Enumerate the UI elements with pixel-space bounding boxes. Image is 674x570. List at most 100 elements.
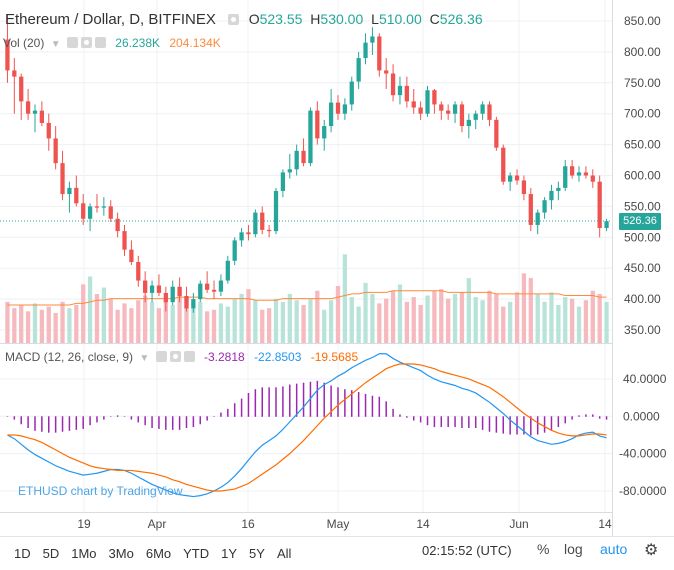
macd-eye-icon[interactable] xyxy=(155,351,167,363)
candle-body xyxy=(328,102,334,127)
candle-body xyxy=(418,107,423,114)
volume-bar xyxy=(177,287,182,343)
range-button-all[interactable]: All xyxy=(276,546,292,561)
candle-body xyxy=(19,76,24,102)
volume-bar xyxy=(5,301,10,343)
candle-body xyxy=(287,169,292,173)
range-button-ytd[interactable]: YTD xyxy=(183,546,210,561)
candle-body xyxy=(432,90,437,105)
candle-body xyxy=(425,90,430,114)
candle-body xyxy=(308,110,313,164)
macd-collapse-icon[interactable]: ▼ xyxy=(139,353,150,364)
time-tick-label: May xyxy=(327,517,350,531)
settings-gear-icon[interactable]: ⚙ xyxy=(644,542,659,559)
collapse-icon[interactable]: ▼ xyxy=(50,39,61,50)
range-button-3mo[interactable]: 3Mo xyxy=(108,546,134,561)
volume-bar xyxy=(542,301,547,343)
volume-bar xyxy=(569,298,575,343)
candle-body xyxy=(46,122,51,139)
volume-bar xyxy=(315,290,320,343)
volume-value: 26.238K xyxy=(115,36,161,50)
candle-body xyxy=(266,229,272,232)
volume-bar xyxy=(260,309,265,343)
candle-body xyxy=(25,101,31,114)
volume-bar xyxy=(81,284,86,343)
high-value: 530.00 xyxy=(320,11,364,27)
volume-bar xyxy=(115,309,120,343)
candle-body xyxy=(149,285,155,293)
symbol-title[interactable]: Ethereum / Dollar, D, BITFINEX xyxy=(5,11,216,28)
auto-toggle[interactable]: auto xyxy=(600,541,628,557)
volume-bar xyxy=(32,303,38,343)
volume-bar xyxy=(246,289,251,343)
candle-body xyxy=(563,166,568,188)
candle-body xyxy=(521,180,527,195)
time-tick-label: 14 xyxy=(598,517,612,531)
volume-name[interactable]: Vol (20) xyxy=(3,36,45,50)
macd-tick-label: 40.0000 xyxy=(623,372,667,386)
range-button-1y[interactable]: 1Y xyxy=(221,546,238,561)
volume-bar xyxy=(418,305,423,343)
volume-bar xyxy=(129,308,134,343)
macd-tick-label: 0.0000 xyxy=(623,409,660,423)
volume-bar xyxy=(390,290,396,343)
range-button-1d[interactable]: 1D xyxy=(14,546,31,561)
close-value: 526.36 xyxy=(439,11,483,27)
log-toggle[interactable]: log xyxy=(564,541,583,557)
range-button-6mo[interactable]: 6Mo xyxy=(145,546,172,561)
volume-bar xyxy=(294,300,299,343)
close-label: C xyxy=(429,11,440,27)
price-tick-label: 500.00 xyxy=(624,230,661,244)
volume-bar xyxy=(404,301,409,343)
volume-bar xyxy=(597,293,602,343)
volume-bar xyxy=(425,295,430,343)
chart-canvas[interactable]: 350.00 400.00 450.00 500.00 550.00 600.00 650.… xyxy=(0,0,674,536)
volume-bar xyxy=(549,292,554,343)
range-button-1mo[interactable]: 1Mo xyxy=(71,546,97,561)
candle-body xyxy=(260,212,265,230)
candle-body xyxy=(452,104,458,114)
macd-name[interactable]: MACD (12, 26, close, 9) xyxy=(5,350,134,364)
candle-body xyxy=(239,232,244,241)
low-value: 510.00 xyxy=(378,11,422,27)
volume-bar xyxy=(87,276,93,343)
range-buttons: 1D 5D 1Mo 3Mo 6Mo YTD 1Y 5Y All xyxy=(0,546,297,561)
time-tick-label: 16 xyxy=(241,517,255,531)
candle-body xyxy=(12,70,17,77)
open-value: 523.55 xyxy=(259,11,303,27)
settings-icon[interactable] xyxy=(227,13,239,25)
volume-bar xyxy=(377,303,382,343)
volume-bar xyxy=(170,305,175,343)
volume-bar xyxy=(225,306,230,343)
candle-body xyxy=(5,39,10,71)
macd-gear-icon[interactable] xyxy=(169,351,181,363)
candle-body xyxy=(384,70,389,74)
volume-bar xyxy=(301,305,306,343)
candle-body xyxy=(218,280,224,292)
volume-bar xyxy=(156,308,162,343)
gear-icon[interactable] xyxy=(80,37,92,49)
candle-body xyxy=(211,289,217,292)
candle-body xyxy=(528,194,533,225)
volume-bar xyxy=(446,298,451,343)
volume-bar xyxy=(535,293,540,343)
range-button-5y[interactable]: 5Y xyxy=(249,546,265,561)
volume-bar xyxy=(211,309,217,343)
volume-bar xyxy=(439,289,444,343)
price-tick-label: 700.00 xyxy=(624,107,661,121)
macd-close-icon[interactable] xyxy=(183,351,195,363)
candle-body xyxy=(101,206,106,208)
volume-bar xyxy=(191,306,196,343)
candle-body xyxy=(363,42,368,59)
candle-body xyxy=(356,58,361,82)
time-axis-ticks: 19 Apr 16 May 14 Jun 14 xyxy=(77,517,612,531)
bottom-toolbar: 1D 5D 1Mo 3Mo 6Mo YTD 1Y 5Y All xyxy=(0,536,674,570)
candle-body xyxy=(590,175,595,182)
eye-icon[interactable] xyxy=(66,37,78,49)
close-icon[interactable] xyxy=(94,37,106,49)
percent-toggle[interactable]: % xyxy=(537,541,550,557)
watermark[interactable]: ETHUSD chart by TradingView xyxy=(18,484,183,498)
volume-bar xyxy=(473,297,478,343)
volume-bar xyxy=(501,306,506,343)
range-button-5d[interactable]: 5D xyxy=(42,546,60,561)
